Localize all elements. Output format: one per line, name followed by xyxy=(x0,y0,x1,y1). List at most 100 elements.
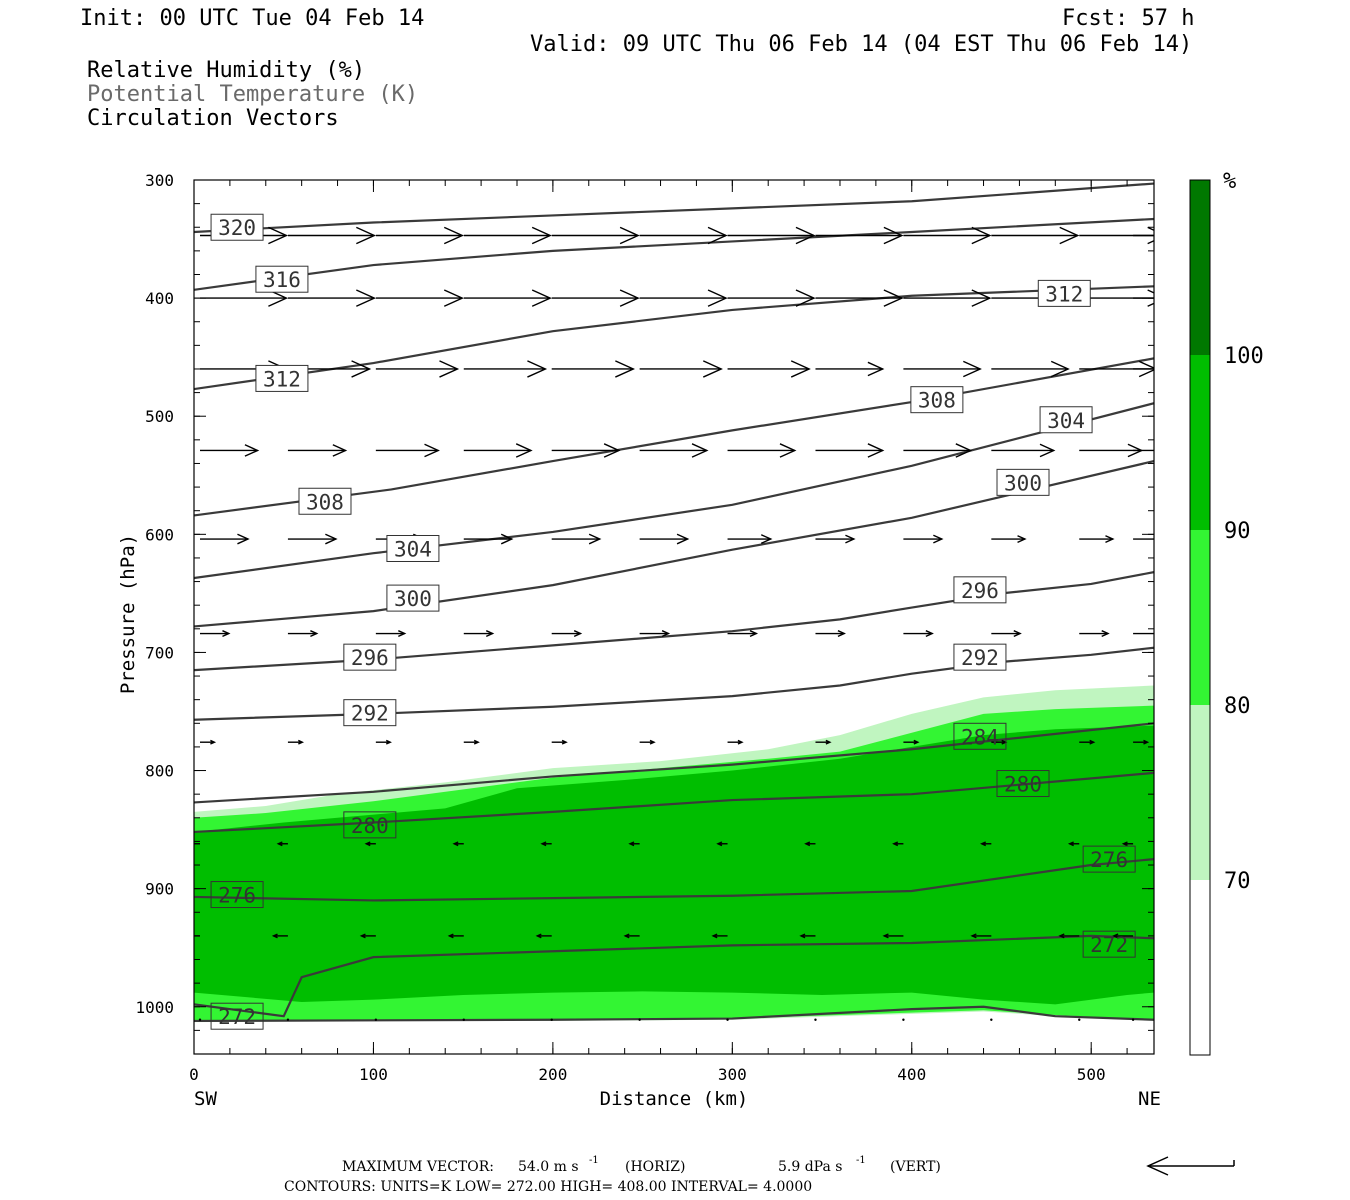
vector-arrow xyxy=(287,444,348,457)
vector-arrow xyxy=(551,533,602,545)
vector-arrow xyxy=(463,533,514,545)
vector-arrow xyxy=(903,226,992,245)
contour-label-276: 276 xyxy=(210,881,264,909)
vector-arrow xyxy=(463,226,552,245)
vector-arrow xyxy=(551,739,568,745)
vector-arrow xyxy=(359,933,376,939)
max-vector-vert: 5.9 dPa s xyxy=(778,1159,842,1175)
svg-text:312: 312 xyxy=(1045,282,1083,306)
contour-label-312: 312 xyxy=(1037,279,1091,307)
vector-arrow xyxy=(447,933,464,939)
vector-arrow xyxy=(1079,739,1096,745)
field-label-vectors: Circulation Vectors xyxy=(87,106,339,131)
contour-label-292: 292 xyxy=(953,643,1007,671)
vector-arrow xyxy=(727,443,797,458)
svg-text:304: 304 xyxy=(1047,409,1085,433)
vector-arrow xyxy=(375,443,440,458)
y-axis-label: Pressure (hPa) xyxy=(117,534,139,694)
svg-text:316: 316 xyxy=(263,268,301,292)
vector-arrow xyxy=(727,739,744,745)
vector-arrow xyxy=(463,289,552,307)
vector-arrow xyxy=(815,289,904,307)
theta-contour-304-4 xyxy=(194,402,1154,580)
vector-arrow xyxy=(815,630,846,638)
contour-label-296: 296 xyxy=(953,576,1007,604)
vector-arrow xyxy=(716,841,728,847)
vector-arrow xyxy=(200,533,250,545)
vector-arrow xyxy=(727,226,816,245)
svg-text:0: 0 xyxy=(189,1065,199,1084)
svg-text:304: 304 xyxy=(394,537,432,561)
svg-text:272: 272 xyxy=(1090,933,1128,957)
vector-arrow xyxy=(276,841,288,847)
vector-arrow xyxy=(903,739,920,745)
vector-arrow xyxy=(815,739,832,745)
svg-text:500: 500 xyxy=(145,407,174,426)
horiz-exponent: -1 xyxy=(589,1155,599,1166)
plot-frame xyxy=(193,179,1155,1055)
vector-arrow xyxy=(200,444,260,457)
vert-exponent: -1 xyxy=(856,1155,866,1166)
contour-label-304: 304 xyxy=(1039,406,1093,434)
vector-arrow xyxy=(1058,933,1080,939)
contour-label-320: 320 xyxy=(210,213,264,241)
vector-arrow xyxy=(815,443,885,458)
rh-colorbar: % 70 80 90 100 xyxy=(1189,169,1264,1056)
reference-vector-arrow xyxy=(1146,1156,1235,1176)
contour-label-312: 312 xyxy=(255,364,309,392)
vector-layer xyxy=(194,226,1154,1021)
vector-arrow xyxy=(551,289,640,307)
vector-arrow xyxy=(638,1018,641,1021)
vector-arrow xyxy=(727,534,773,544)
contour-label-272: 272 xyxy=(210,1002,264,1030)
vector-arrow xyxy=(628,841,640,847)
colorbar-label-70: 70 xyxy=(1224,869,1251,894)
vector-arrow xyxy=(375,630,407,638)
vector-arrow xyxy=(535,933,552,939)
vector-arrow xyxy=(639,360,723,378)
theta-contour-312-2 xyxy=(194,285,1154,391)
vector-arrow xyxy=(799,933,816,939)
vector-arrow xyxy=(375,289,464,307)
vector-arrow xyxy=(550,1018,553,1021)
contour-label-276: 276 xyxy=(1082,845,1136,873)
vector-arrow xyxy=(200,739,217,745)
svg-text:308: 308 xyxy=(918,389,956,413)
vector-arrow xyxy=(287,226,377,245)
vector-arrow xyxy=(970,933,992,939)
vector-arrow xyxy=(639,739,656,745)
vector-arrow xyxy=(271,933,288,939)
contour-label-316: 316 xyxy=(255,265,309,293)
vector-arrow xyxy=(1079,535,1115,544)
vector-arrow xyxy=(991,226,1080,245)
theta-contour-292-7 xyxy=(194,646,1154,721)
vector-arrow xyxy=(991,630,1022,638)
vector-arrow xyxy=(903,443,973,458)
vector-arrow xyxy=(814,1018,817,1021)
svg-text:1000: 1000 xyxy=(135,998,174,1017)
x-axis-label: Distance (km) xyxy=(600,1088,749,1110)
colorbar-label-80: 80 xyxy=(1224,694,1251,719)
vector-arrow xyxy=(892,841,904,847)
vector-arrow xyxy=(1133,538,1154,540)
plot-area: 320 316 312 312 308 308 304 304 300 300 296 296 292 2… xyxy=(193,179,1155,1055)
vector-arrow xyxy=(463,360,548,378)
vector-arrow xyxy=(463,443,533,458)
svg-text:308: 308 xyxy=(306,490,344,514)
vector-arrow xyxy=(1067,841,1080,847)
vector-arrow xyxy=(287,739,305,745)
axis-layer: 0 100 200 300 400 500 300 400 500 600 700 800 900 100… xyxy=(135,171,1154,1084)
max-vector-label: MAXIMUM VECTOR: xyxy=(342,1159,494,1175)
vector-arrow xyxy=(980,841,992,847)
svg-text:300: 300 xyxy=(145,171,174,190)
svg-text:296: 296 xyxy=(961,579,999,603)
vector-arrow xyxy=(815,226,904,245)
vector-arrow xyxy=(711,933,728,939)
contour-label-300: 300 xyxy=(996,468,1050,496)
svg-text:300: 300 xyxy=(718,1065,747,1084)
theta-contour-272-11 xyxy=(194,934,1154,1018)
vector-arrow xyxy=(198,1018,202,1021)
vector-arrow xyxy=(200,630,231,638)
vector-arrow xyxy=(1121,841,1134,847)
vector-arrow xyxy=(727,360,811,378)
